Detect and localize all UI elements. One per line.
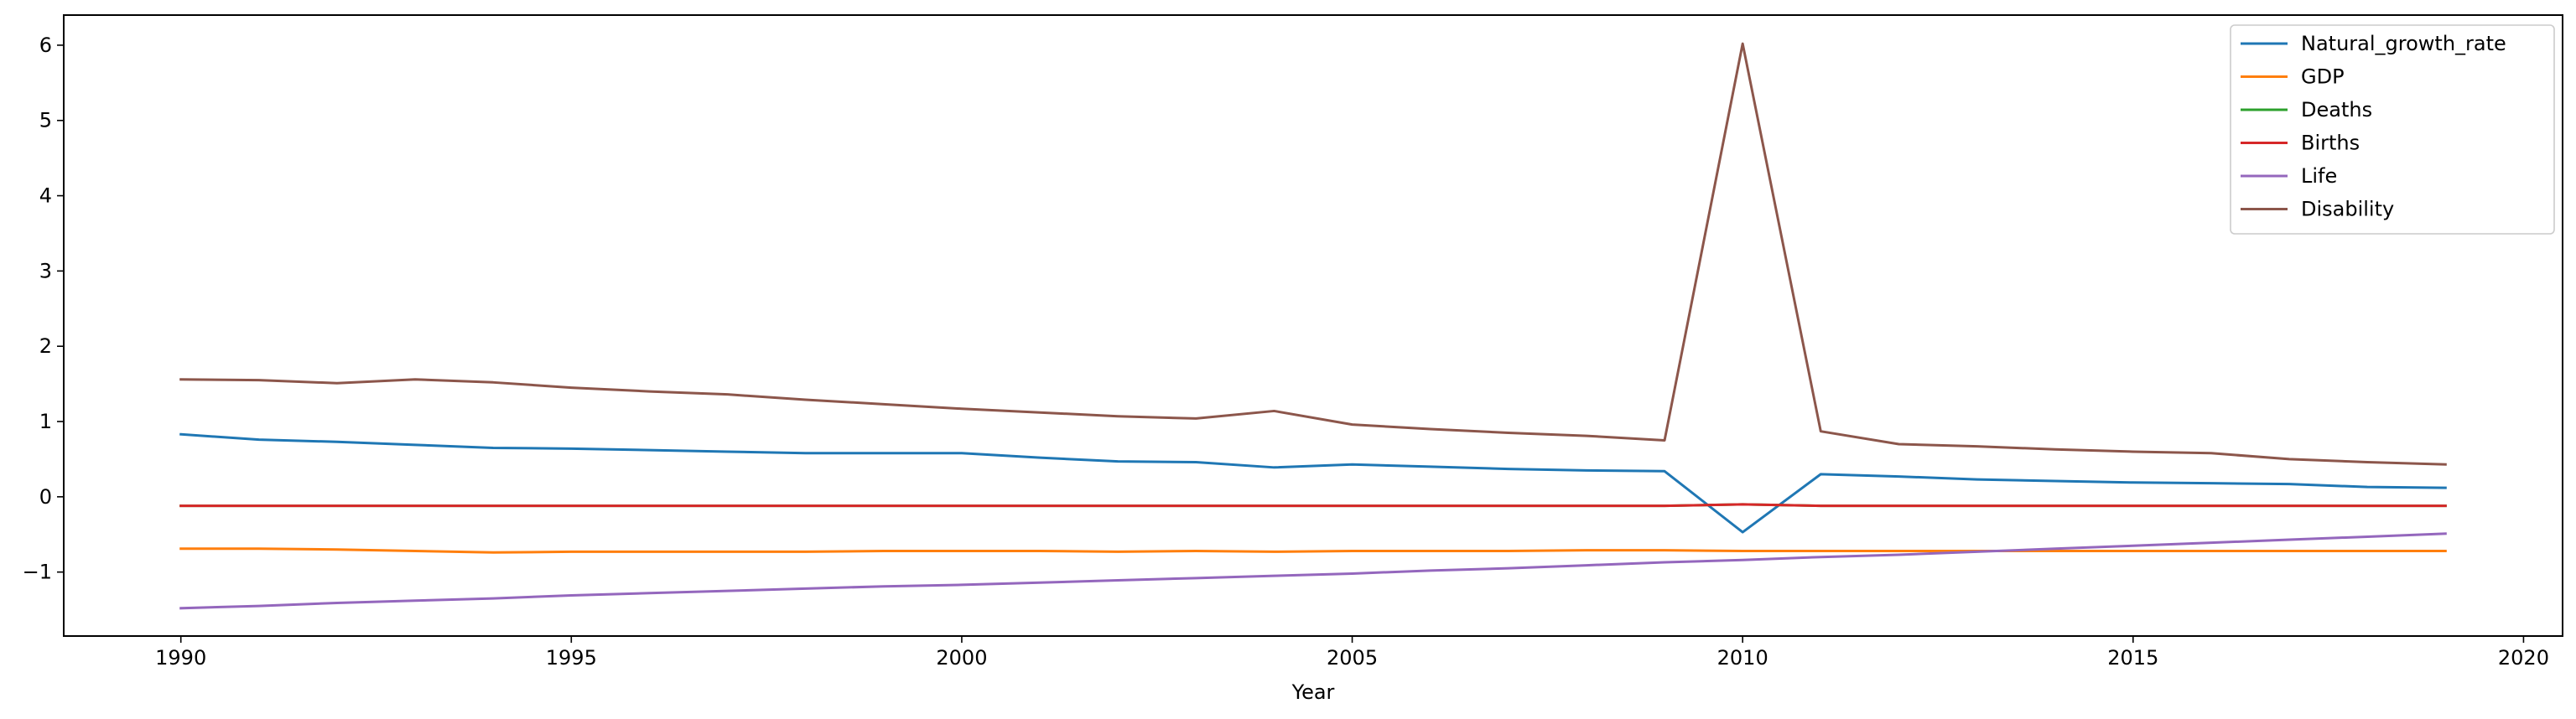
axis-ticks: 1990 1995 2000 2005 2010 2015 2020 −1 0 1 2 3 4 5 6: [23, 34, 2549, 670]
legend-label: Disability: [2301, 198, 2394, 221]
legend-label: Deaths: [2301, 98, 2372, 122]
series-line-natural-growth-rate: [179, 432, 2447, 534]
x-axis-label: Year: [1291, 680, 1335, 704]
legend-label: Births: [2301, 132, 2360, 155]
x-tick-label: 2015: [2107, 646, 2158, 670]
y-tick-label: 4: [39, 184, 52, 208]
y-tick-label: 1: [39, 410, 52, 433]
plot-area-frame: [63, 14, 2563, 637]
x-tick-label: 1990: [155, 646, 206, 670]
y-tick-label: 6: [39, 34, 52, 57]
x-tick-label: 2010: [1717, 646, 1768, 670]
series-line-life: [179, 532, 2447, 610]
x-tick-label: 2000: [936, 646, 987, 670]
y-tick-label: 2: [39, 334, 52, 358]
x-tick-label: 2005: [1327, 646, 1378, 670]
series-lines: [179, 42, 2447, 610]
y-tick-label: 5: [39, 109, 52, 132]
legend-box: [2230, 24, 2555, 235]
y-tick-label: −1: [23, 561, 52, 584]
y-tick-label: 0: [39, 485, 52, 509]
legend-label: Natural_growth_rate: [2301, 32, 2506, 55]
legend: Natural_growth_rate GDP Deaths Births Life Di…: [2230, 24, 2555, 235]
x-tick-label: 1995: [546, 646, 597, 670]
series-line-births: [179, 503, 2447, 508]
x-tick-label: 2020: [2498, 646, 2549, 670]
series-line-disability: [179, 42, 2447, 466]
legend-label: GDP: [2301, 65, 2345, 89]
series-line-gdp: [179, 547, 2447, 554]
legend-label: Life: [2301, 164, 2337, 188]
y-tick-label: 3: [39, 259, 52, 282]
